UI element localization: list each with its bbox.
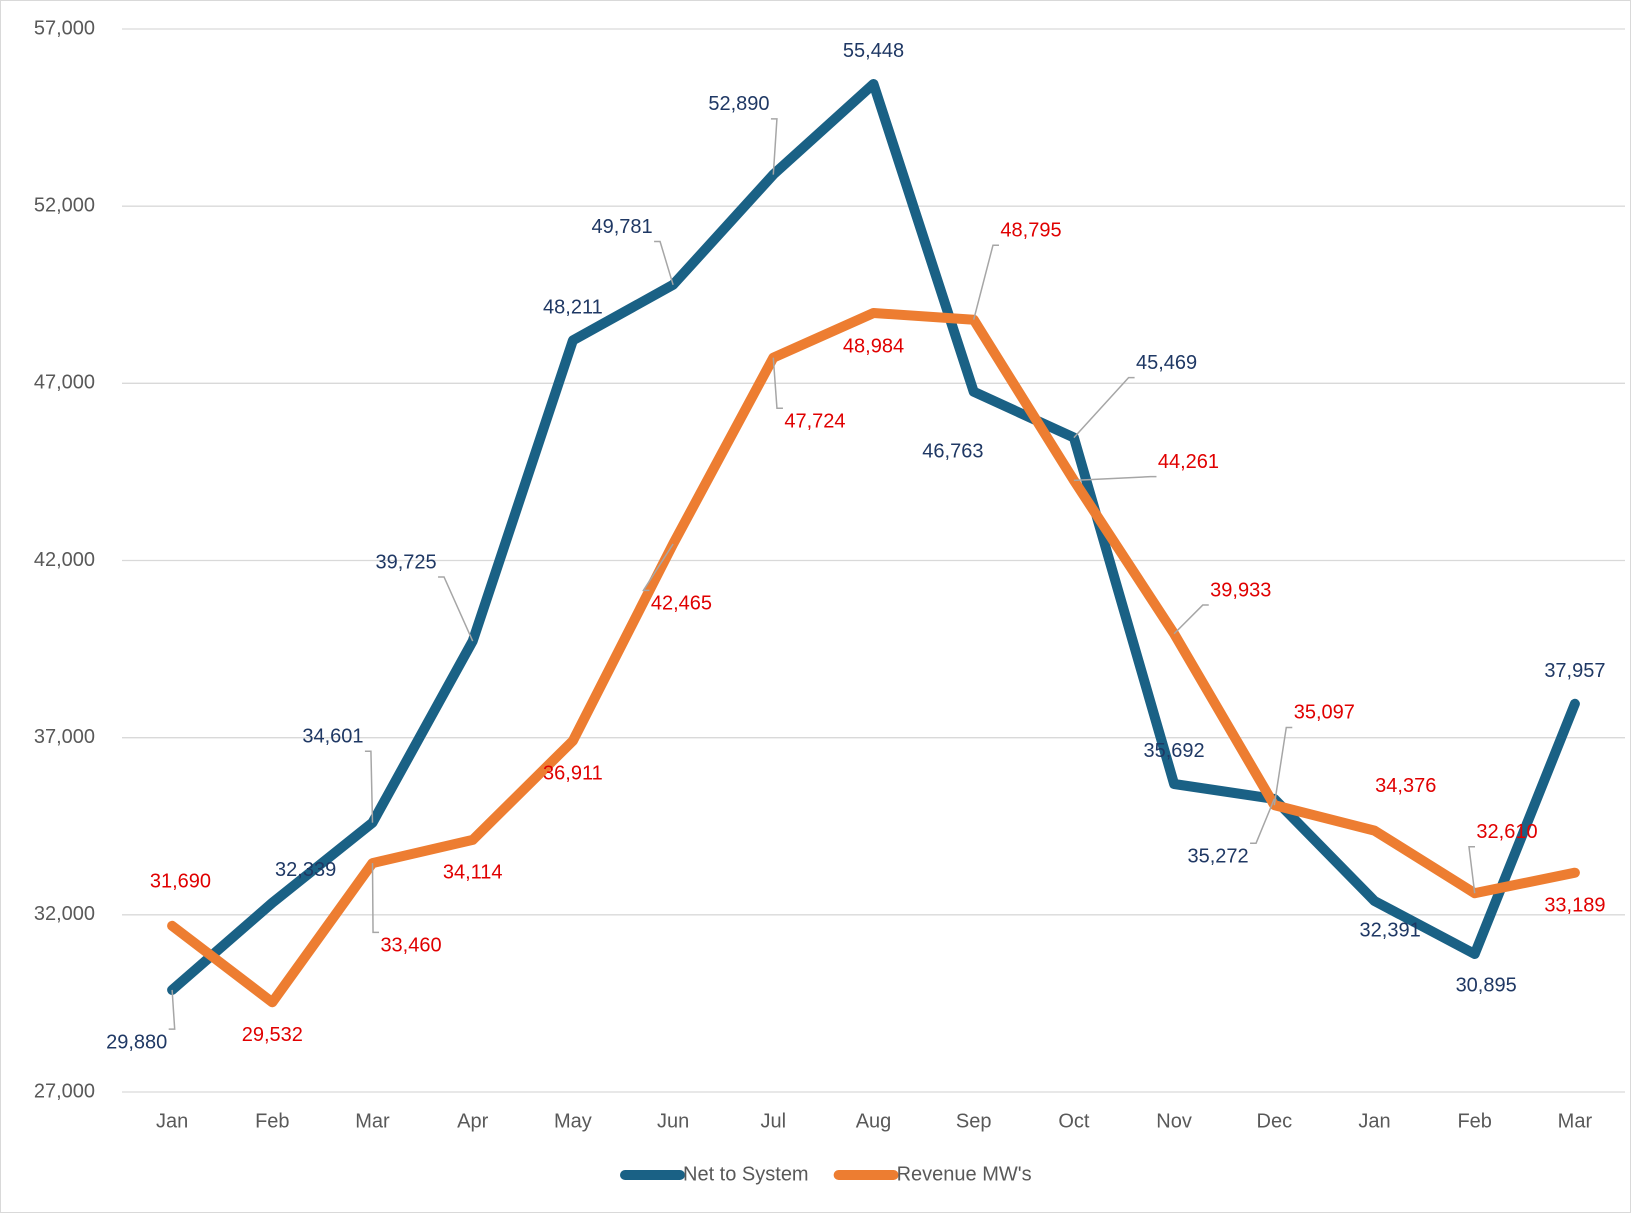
data-label: 46,763 [922,440,983,462]
y-tick-label: 42,000 [34,549,95,571]
data-label: 35,097 [1294,702,1355,724]
x-tick-label: Jan [156,1110,188,1132]
data-label: 48,211 [543,296,603,318]
data-label: 42,465 [651,593,712,615]
x-tick-label: Mar [1558,1110,1593,1132]
y-tick-label: 27,000 [34,1080,95,1102]
data-label: 39,725 [375,551,436,573]
x-tick-label: Sep [956,1110,992,1132]
x-tick-label: Jan [1358,1110,1390,1132]
data-label: 32,339 [275,859,336,881]
leader-line [972,244,999,320]
x-tick-label: Dec [1257,1110,1293,1132]
legend-label: Revenue MW's [897,1163,1032,1185]
x-tick-label: Jul [761,1110,787,1132]
x-tick-label: Aug [856,1110,892,1132]
y-tick-label: 47,000 [34,372,95,394]
data-label: 37,957 [1544,660,1605,682]
leader-line [1273,726,1293,806]
data-label: 35,272 [1187,846,1248,868]
x-tick-label: Feb [255,1110,289,1132]
data-label: 34,376 [1375,775,1436,797]
leader-line [438,576,474,642]
x-tick-label: Nov [1156,1110,1192,1132]
x-tick-label: Oct [1058,1110,1090,1132]
leader-line [642,543,674,592]
y-tick-label: 57,000 [34,17,95,39]
data-label: 52,890 [708,93,769,115]
data-label: 35,692 [1144,740,1205,762]
data-label: 30,895 [1456,975,1517,997]
data-label: 29,880 [106,1031,167,1053]
data-label: 33,189 [1544,894,1605,916]
legend-label: Net to System [683,1163,809,1185]
data-label: 48,795 [1000,219,1061,241]
leader-line [1468,846,1476,894]
data-label: 31,690 [150,870,211,892]
data-label: 44,261 [1158,451,1219,473]
data-label: 32,610 [1476,821,1537,843]
data-label: 32,391 [1360,919,1421,941]
x-tick-label: Apr [457,1110,488,1132]
data-label: 34,114 [443,862,503,884]
leader-line [1250,798,1275,844]
x-tick-label: May [554,1110,592,1132]
data-label: 39,933 [1210,579,1271,601]
data-label: 47,724 [784,411,845,433]
data-label: 49,781 [591,216,652,238]
leader-line [772,357,783,410]
y-tick-label: 52,000 [34,194,95,216]
data-label: 55,448 [843,40,904,62]
leader-line [364,750,374,823]
data-label: 34,601 [302,726,363,748]
leader-line [168,989,176,1030]
data-label: 36,911 [543,762,603,784]
data-label: 29,532 [242,1024,303,1046]
data-label: 45,469 [1136,352,1197,374]
series-line [167,308,1580,1008]
data-label: 33,460 [380,935,441,957]
y-tick-label: 32,000 [34,903,95,925]
leader-line [654,240,674,286]
leader-line [1173,604,1209,635]
series-line [167,79,1580,995]
y-tick-label: 37,000 [34,726,95,748]
x-tick-label: Jun [657,1110,689,1132]
leader-line [770,118,778,175]
leader-line [1073,376,1135,439]
leader-line [371,863,380,934]
leader-line [1073,475,1157,482]
x-tick-label: Feb [1457,1110,1491,1132]
data-label: 48,984 [843,336,904,358]
x-tick-label: Mar [355,1110,390,1132]
